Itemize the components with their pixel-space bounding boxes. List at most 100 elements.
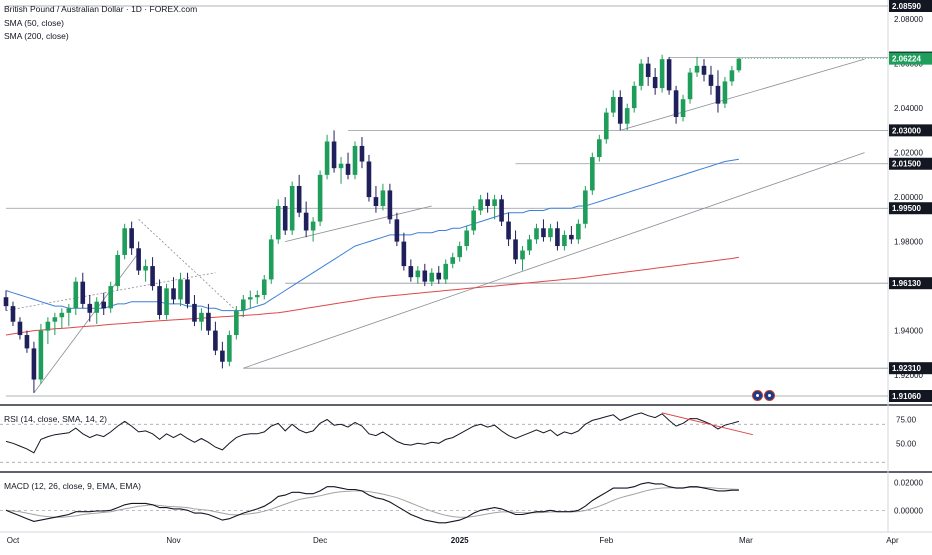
level-label-box [889, 277, 932, 290]
price-tick-label: 2.04000 [894, 104, 923, 113]
candle-body [590, 157, 595, 191]
level-label-box [889, 124, 932, 137]
candle-body [157, 286, 162, 316]
rsi-divergence-line [662, 412, 753, 436]
candle-body [652, 76, 658, 89]
candle-body [115, 254, 120, 287]
time-tick-label: Nov [166, 536, 180, 545]
candle-body [443, 263, 449, 280]
candle-body [136, 248, 141, 271]
candle-body [52, 317, 58, 322]
sma50-line [5, 158, 739, 312]
level-label: 1.99500 [892, 204, 921, 213]
candle-body [345, 163, 351, 175]
level-label-box [889, 390, 932, 402]
candle-body [143, 266, 148, 271]
candle-body [150, 266, 155, 287]
price-tick-label: 2.08000 [894, 15, 923, 24]
candle-body [241, 299, 246, 311]
legend-macd: MACD (12, 26, close, 9, EMA, EMA) [4, 481, 145, 491]
candle-body [422, 270, 428, 282]
candle-body [261, 279, 267, 295]
candle-body [624, 108, 630, 124]
symbol-label: British Pound / Australian Dollar · 1D ·… [4, 4, 198, 14]
candle-body [3, 297, 9, 307]
candle-body [569, 234, 574, 240]
candle-body [10, 306, 16, 322]
time-tick-label: Mar [739, 536, 753, 545]
candle-body [583, 190, 588, 224]
candle-body [464, 230, 469, 247]
candle-body [275, 206, 281, 240]
candle-body [213, 330, 218, 351]
candle-body [66, 308, 72, 313]
candle-body [227, 335, 232, 362]
rsi-tick-label: 75.00 [896, 416, 917, 425]
candle-body [548, 228, 553, 238]
legend-rsi: RSI (14, close, SMA, 14, 2) [4, 414, 111, 424]
candle-body [359, 145, 365, 162]
candle-body [87, 303, 93, 313]
sma50-label: SMA (50, close) [4, 18, 64, 28]
candle-body [317, 174, 323, 222]
sma200-line [5, 256, 739, 336]
candle-body [373, 197, 379, 207]
candle-body [680, 99, 686, 118]
candle-body [192, 303, 197, 322]
candle-body [457, 246, 462, 258]
current-price-label: 2.06224 [892, 55, 921, 64]
price-tick-label: 2.00000 [894, 193, 923, 202]
candle-body [289, 185, 295, 231]
flag-icon-aud[interactable] [764, 390, 775, 401]
candle-body [513, 239, 518, 260]
candle-body [722, 81, 728, 104]
candle-body [673, 90, 679, 118]
candle-body [248, 297, 253, 300]
level-label: 1.92310 [892, 364, 921, 373]
time-tick-label: 2025 [451, 536, 469, 545]
candle-body [429, 272, 435, 282]
candle-body [303, 212, 309, 231]
candle-body [185, 279, 190, 304]
candle-body [73, 281, 79, 309]
candle-body [506, 221, 511, 240]
candle-body [471, 210, 476, 231]
candle-body [80, 281, 86, 304]
price-tick-label: 1.94000 [894, 327, 923, 336]
candle-body [520, 250, 525, 260]
candle-body [352, 145, 358, 175]
level-label: 2.03000 [892, 126, 921, 135]
candle-body [478, 199, 483, 211]
current-price-box [889, 52, 932, 65]
candle-body [268, 239, 274, 280]
candle-body [199, 312, 204, 322]
candle-body [617, 96, 623, 124]
candle-body [450, 257, 456, 264]
candle-body [736, 58, 742, 71]
candle-body [59, 312, 65, 318]
candle-body [715, 85, 721, 104]
candle-body [401, 241, 407, 267]
macd-tick-label: 0.02000 [894, 479, 923, 488]
sma200-label: SMA (200, close) [4, 31, 69, 41]
candle-body [534, 228, 539, 240]
candle-body [597, 139, 602, 158]
trendline [33, 252, 139, 394]
candle-body [555, 228, 560, 247]
candle-body [380, 190, 386, 207]
candle-body [178, 279, 183, 300]
time-tick-label: Oct [7, 536, 20, 545]
flag-icon-gbp[interactable] [752, 390, 763, 401]
macd-tick-label: 0.00000 [894, 506, 923, 515]
candle-body [324, 141, 330, 175]
candle-body [38, 330, 44, 380]
candle-body [310, 221, 316, 231]
candle-body [94, 301, 100, 313]
legend-sma50: SMA (50, close) [4, 18, 68, 28]
level-label-box [889, 0, 932, 12]
legend-symbol: British Pound / Australian Dollar · 1D ·… [4, 4, 201, 14]
candle-body [101, 301, 107, 309]
candle-body [408, 266, 414, 278]
macd-signal-line [5, 486, 739, 518]
